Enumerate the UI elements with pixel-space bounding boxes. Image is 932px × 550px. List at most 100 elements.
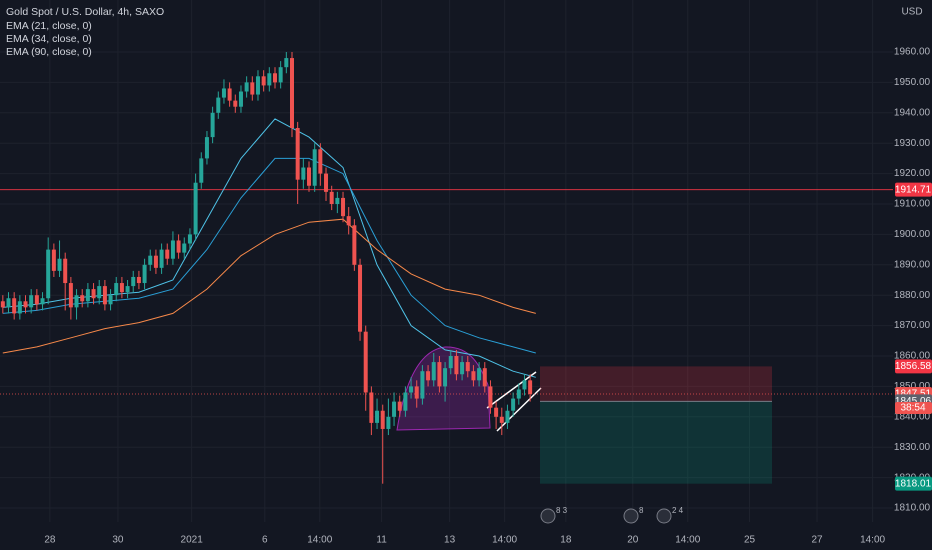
y-tick-label: 1850.00 <box>894 381 931 392</box>
currency: USD <box>901 7 922 18</box>
candle-body <box>34 295 39 305</box>
y-tick-label: 1930.00 <box>894 138 931 149</box>
candle-body <box>426 371 431 381</box>
candle-body <box>460 362 465 375</box>
candle-body <box>227 88 232 101</box>
candle-body <box>12 298 17 314</box>
y-tick-label: 1940.00 <box>894 107 931 118</box>
candle-body <box>216 97 221 113</box>
candle-body <box>244 82 249 92</box>
price-badge <box>895 182 932 197</box>
candle-body <box>221 88 226 98</box>
candle-body <box>488 386 493 408</box>
y-tick-label: 1870.00 <box>894 320 931 331</box>
candle-body <box>159 249 164 268</box>
candle-body <box>51 249 56 271</box>
legend-entry: EMA (34, close, 0) <box>6 33 92 45</box>
x-tick-label: 30 <box>112 535 124 546</box>
candle-body <box>40 298 45 305</box>
x-tick-label: 20 <box>627 535 639 546</box>
x-tick-label: 27 <box>811 535 823 546</box>
price-badge <box>895 359 932 374</box>
legend-entry: EMA (21, close, 0) <box>6 20 92 32</box>
candle-body <box>199 158 204 183</box>
event-icon <box>623 508 639 524</box>
candle-body <box>284 58 289 68</box>
candle-body <box>153 255 158 268</box>
candle-body <box>511 398 516 411</box>
x-tick-label: 25 <box>744 535 756 546</box>
plot <box>0 51 893 484</box>
y-tick-label: 1830.00 <box>894 442 931 453</box>
y-tick-label: 1960.00 <box>894 47 931 58</box>
candle-body <box>477 368 482 381</box>
candle-body <box>210 112 215 138</box>
candle-body <box>176 240 181 253</box>
candle-body <box>114 283 119 296</box>
candle-body <box>80 295 85 302</box>
candle-body <box>375 410 380 423</box>
candle-body <box>289 58 294 128</box>
candle-body <box>0 301 5 308</box>
candle-body <box>392 401 397 417</box>
candle-body <box>324 173 329 192</box>
candle-body <box>409 386 414 393</box>
candle-body <box>301 167 306 180</box>
candle-body <box>431 362 436 381</box>
price-badge-label: 1845.06 <box>895 396 932 407</box>
candle-body <box>358 264 363 332</box>
candle-body <box>233 100 238 107</box>
candle-body <box>85 289 90 302</box>
y-tick-label: 1840.00 <box>894 411 931 422</box>
candle-body <box>119 283 124 293</box>
candle-body <box>29 295 34 308</box>
candle-body <box>397 401 402 411</box>
candle-body <box>278 67 283 83</box>
x-tick-label: 18 <box>560 535 572 546</box>
candle-body <box>448 356 453 369</box>
candle-body <box>471 371 476 381</box>
candle-body <box>148 255 153 265</box>
candle-body <box>68 283 73 308</box>
x-tick-label: 14:00 <box>675 535 700 546</box>
candle-body <box>238 91 243 107</box>
candle-body <box>522 380 527 390</box>
candle-body <box>102 286 107 305</box>
x-tick-label: 2021 <box>181 535 204 546</box>
candle-body <box>341 197 346 217</box>
event-icon <box>656 508 672 524</box>
legend-entry: EMA (90, close, 0) <box>6 46 92 58</box>
candle-body <box>131 276 136 287</box>
candle-body <box>312 149 317 186</box>
candle-body <box>454 356 459 375</box>
countdown-badge <box>895 401 932 414</box>
candle-body <box>125 286 130 293</box>
candle-body <box>6 298 11 308</box>
ema-line <box>2 218 536 354</box>
candle-body <box>267 73 272 86</box>
y-tick-label: 1900.00 <box>894 229 931 240</box>
candle-body <box>91 289 96 299</box>
candle-body <box>346 216 351 226</box>
event-icon <box>540 508 556 524</box>
candle-body <box>74 295 79 308</box>
candle-body <box>335 197 340 204</box>
candle-body <box>414 386 419 399</box>
y-tick-label: 1920.00 <box>894 168 931 179</box>
price-badge-label: 1856.58 <box>895 361 932 372</box>
wedge-line <box>486 371 537 409</box>
event-label: 8 3 <box>556 506 568 515</box>
candle-body <box>295 127 300 180</box>
x-tick-label: 6 <box>262 535 268 546</box>
y-tick-label: 1880.00 <box>894 290 931 301</box>
candle-body <box>528 380 533 394</box>
price-badge <box>895 476 932 491</box>
candle-body <box>187 234 192 244</box>
candle-body <box>352 225 357 265</box>
candle-body <box>516 389 521 399</box>
candle-body <box>272 73 277 83</box>
candle-body <box>57 258 62 271</box>
candle-body <box>380 410 385 429</box>
